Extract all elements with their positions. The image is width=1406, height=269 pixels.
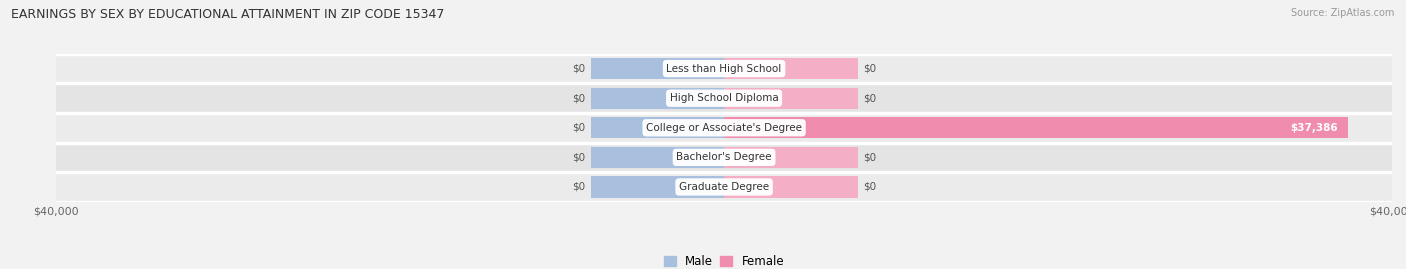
Text: $0: $0 [572,63,585,74]
Text: $0: $0 [572,123,585,133]
Text: $0: $0 [572,152,585,162]
Bar [591,176,724,198]
Text: High School Diploma: High School Diploma [669,93,779,103]
Text: EARNINGS BY SEX BY EDUCATIONAL ATTAINMENT IN ZIP CODE 15347: EARNINGS BY SEX BY EDUCATIONAL ATTAINMEN… [11,8,444,21]
Bar [56,113,1392,143]
Bar [56,143,1392,172]
Text: Bachelor's Degree: Bachelor's Degree [676,152,772,162]
Text: Source: ZipAtlas.com: Source: ZipAtlas.com [1291,8,1395,18]
Bar [724,147,858,168]
Bar [591,58,724,79]
Text: $37,386: $37,386 [1291,123,1339,133]
Bar [724,58,858,79]
Text: Less than High School: Less than High School [666,63,782,74]
Text: $0: $0 [863,182,876,192]
Bar [56,172,1392,202]
Legend: Male, Female: Male, Female [659,250,789,269]
Bar [591,87,724,109]
Bar [56,54,1392,83]
Text: $0: $0 [572,93,585,103]
Bar [591,117,724,139]
Text: $0: $0 [863,63,876,74]
Bar [56,83,1392,113]
Bar [724,117,1348,139]
Text: $0: $0 [572,182,585,192]
Bar [724,87,858,109]
Text: $0: $0 [863,152,876,162]
Text: $0: $0 [863,93,876,103]
Text: College or Associate's Degree: College or Associate's Degree [647,123,801,133]
Bar [724,176,858,198]
Bar [591,147,724,168]
Text: Graduate Degree: Graduate Degree [679,182,769,192]
